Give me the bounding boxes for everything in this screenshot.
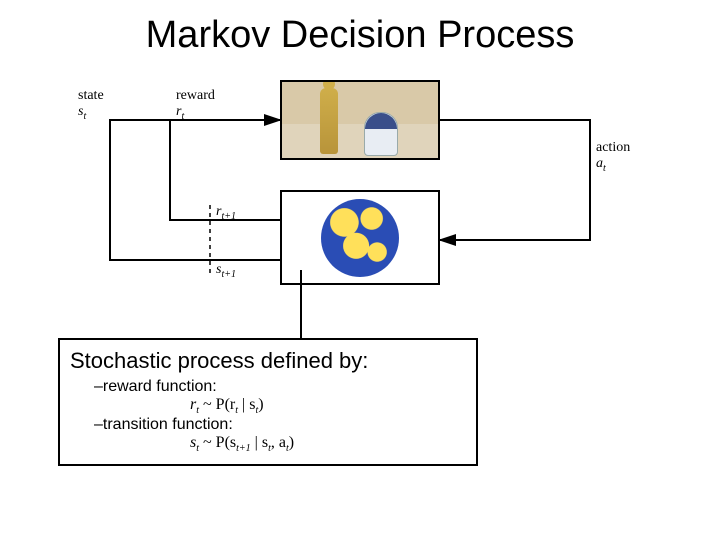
transition-bullet: –transition <box>94 416 168 433</box>
state-text: state <box>78 88 104 103</box>
reward-formula: rt ~ P(rt | st) <box>190 396 466 416</box>
next-reward-sub: t+1 <box>221 211 236 222</box>
transition-function-line: –transition function: <box>94 416 466 434</box>
transition-formula: st ~ P(st+1 | st, at) <box>190 434 466 454</box>
stochastic-definition-box: Stochastic process defined by: –reward f… <box>58 338 478 466</box>
action-sub: t <box>603 163 606 174</box>
action-label: action at <box>596 140 630 174</box>
function-word-1: function: <box>152 378 217 395</box>
diagram-arrows <box>80 80 640 310</box>
next-state-label: st+1 <box>216 262 236 280</box>
mdp-diagram: state st reward rt rt+1 st+1 action at <box>80 80 640 310</box>
reward-bullet: –reward <box>94 378 152 395</box>
reward-function-line: –reward function: <box>94 378 466 396</box>
action-sym: a <box>596 156 603 171</box>
reward-label: reward rt <box>176 88 215 122</box>
next-reward-label: rt+1 <box>216 204 236 222</box>
callout-line <box>300 270 302 340</box>
reward-text: reward <box>176 88 215 103</box>
next-state-sub: t+1 <box>221 269 236 280</box>
state-sub: t <box>83 111 86 122</box>
state-label: state st <box>78 88 104 122</box>
stochastic-heading: Stochastic process defined by: <box>70 348 466 374</box>
reward-sub: t <box>181 111 184 122</box>
page-title: Markov Decision Process <box>0 14 720 57</box>
action-text: action <box>596 140 630 155</box>
function-word-2: function: <box>168 416 233 433</box>
